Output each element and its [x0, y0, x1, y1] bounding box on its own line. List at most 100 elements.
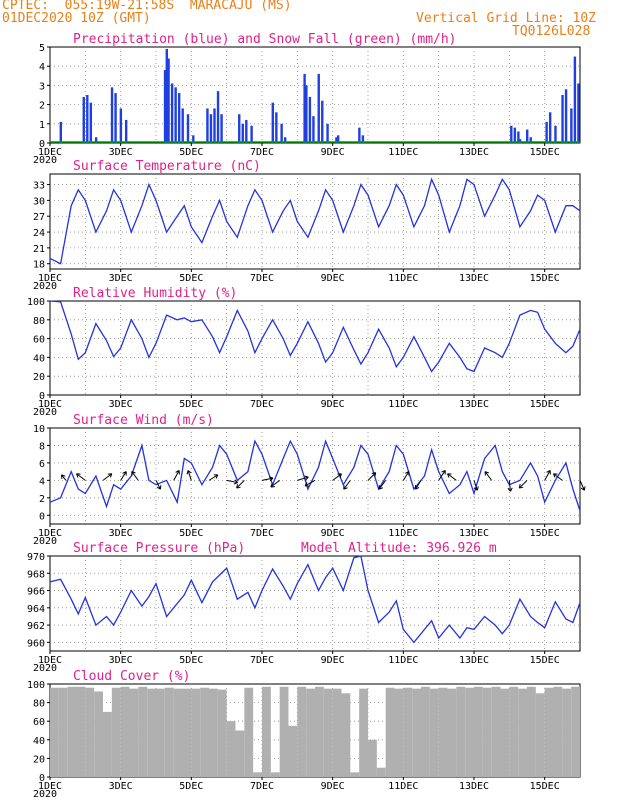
precip-bar: [82, 96, 85, 143]
cloud-cover-xtick-label: 9DEC: [321, 781, 345, 792]
pressure-xtick-label: 3DEC: [109, 655, 133, 666]
wind-arrow: [297, 476, 309, 481]
precip-bar: [167, 58, 170, 143]
cloud-cover-xtick-label: 13DEC: [459, 781, 489, 792]
cloud-cover-bar: [138, 686, 148, 777]
cloud-cover-xtick-label: 3DEC: [109, 781, 133, 792]
cloud-cover-year-label: 2020: [33, 789, 57, 800]
wind-arrow: [579, 480, 585, 491]
cloud-cover-title: Cloud Cover (%): [73, 669, 190, 684]
cloud-cover-bar: [306, 688, 315, 777]
wind-line: [49, 439, 581, 512]
precip-bar: [561, 95, 564, 143]
pressure-ytick-label: 966: [27, 587, 45, 598]
cloud-cover-bar: [438, 687, 448, 777]
wind-xtick-label: 5DEC: [179, 528, 203, 539]
precip-ytick-label: 3: [39, 81, 45, 92]
precip-xtick-label: 7DEC: [250, 147, 274, 158]
wind-arrow: [484, 471, 493, 481]
cloud-cover-bar: [491, 686, 501, 777]
wind-arrow: [544, 470, 551, 481]
cloud-cover-bar: [120, 686, 130, 777]
cloud-cover-bar: [465, 687, 474, 777]
precip-bar: [275, 112, 278, 143]
temperature-ytick-label: 18: [33, 260, 45, 271]
wind-arrow-head: [304, 475, 309, 481]
temperature-frame: [49, 173, 581, 270]
temperature-ytick-label: 30: [33, 196, 45, 207]
wind-arrow-head: [175, 470, 180, 475]
wind-arrow: [438, 470, 446, 481]
cloud-cover-bar: [421, 686, 430, 777]
wind-arrow: [131, 471, 139, 481]
cloud-cover-bar: [279, 686, 289, 777]
cloud-cover-ytick-label: 0: [39, 773, 45, 784]
pressure-panel: 960 962 964 966 968 970 1DEC 3DEC 5DEC 7DEC 9DEC 11…: [27, 541, 581, 674]
precip-bar: [280, 123, 283, 143]
wind-arrow-head: [473, 486, 479, 491]
header-grid-note: Vertical Grid Line: 10Z: [416, 11, 597, 26]
cloud-cover-bar: [359, 688, 368, 777]
wind-arrow-head: [553, 473, 558, 478]
wind-arrow: [367, 472, 377, 481]
precip-ytick-label: 1: [39, 120, 45, 131]
precip-bar: [513, 127, 517, 143]
wind-xtick-label: 11DEC: [388, 528, 418, 539]
pressure-xtick-label: 11DEC: [388, 655, 418, 666]
wind-arrow-head: [484, 471, 489, 476]
temperature-title: Surface Temperature (nC): [73, 159, 261, 174]
cloud-cover-bar: [544, 687, 554, 777]
cloud-cover-bar: [518, 688, 527, 777]
cloud-cover-bar: [332, 688, 342, 777]
temperature-panel: 18 21 24 27 30 33 1DEC 3DEC 5DEC 7DEC 9DEC 11DEC 13D…: [33, 159, 581, 292]
cloud-cover-bar: [429, 688, 439, 777]
precip-bar: [170, 83, 174, 143]
wind-arrow-head: [507, 487, 513, 492]
precip-bar: [526, 129, 529, 143]
precip-bar: [86, 95, 89, 143]
cloud-cover-bar: [403, 687, 413, 777]
wind-ytick-label: 8: [39, 441, 45, 452]
wind-arrow-head: [269, 476, 274, 482]
cloud-cover-bar: [350, 772, 360, 777]
precip-bar: [517, 131, 520, 143]
humidity-xtick-label: 9DEC: [321, 399, 345, 410]
cloud-cover-bar: [571, 686, 580, 777]
wind-arrow: [61, 474, 67, 481]
wind-arrow-head: [518, 484, 524, 489]
wind-arrow-head: [447, 473, 452, 478]
wind-arrow-head: [107, 473, 113, 478]
wind-arrow: [447, 473, 457, 481]
pressure-year-label: 2020: [33, 663, 57, 674]
wind-arrow: [226, 479, 238, 484]
precip-bar: [59, 121, 62, 143]
precip-xtick-label: 11DEC: [388, 147, 418, 158]
precip-xtick-label: 9DEC: [321, 147, 345, 158]
precip-xtick-label: 1DEC: [38, 147, 62, 158]
precip-bar: [548, 112, 552, 143]
cloud-cover-bar: [191, 688, 201, 777]
cloud-cover-bar: [385, 687, 395, 777]
temperature-year-label: 2020: [33, 281, 57, 292]
precip-bar: [510, 125, 513, 143]
humidity-frame: [49, 300, 581, 396]
cloud-cover-ytick-label: 80: [33, 699, 45, 710]
temperature-xtick-label: 13DEC: [459, 273, 489, 284]
humidity-xtick-label: 7DEC: [250, 399, 274, 410]
temperature-ytick-label: 21: [33, 244, 45, 255]
precip-bar: [213, 108, 216, 143]
wind-arrow-head: [304, 482, 310, 487]
temperature-xtick-label: 9DEC: [321, 273, 345, 284]
precip-title: Precipitation (blue) and Snow Fall (gree…: [73, 32, 457, 47]
cloud-cover-bar: [156, 688, 165, 777]
wind-arrow: [76, 473, 86, 481]
precip-bar: [124, 119, 128, 143]
wind-xtick-label: 13DEC: [459, 528, 489, 539]
humidity-line: [49, 300, 581, 373]
wind-arrow: [102, 473, 113, 481]
cloud-cover-bar: [553, 686, 563, 777]
pressure-ytick-label: 960: [27, 638, 45, 649]
precip-bar: [250, 125, 253, 143]
temperature-xtick-label: 5DEC: [179, 273, 203, 284]
wind-ytick-label: 2: [39, 494, 45, 505]
